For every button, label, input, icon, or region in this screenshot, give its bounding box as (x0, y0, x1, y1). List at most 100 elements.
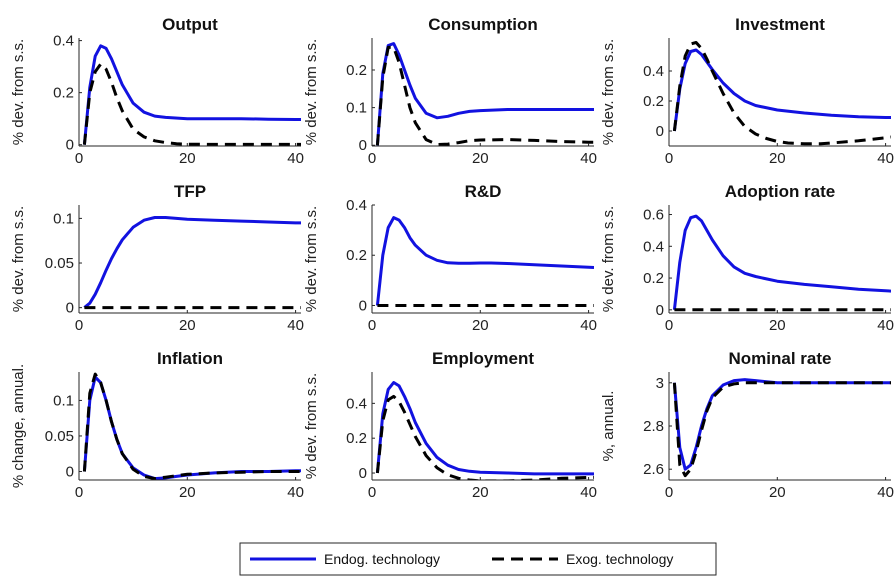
x-tick-label: 20 (472, 484, 489, 501)
series-line-endog (672, 48, 891, 132)
y-tick-label: 0.1 (53, 392, 74, 409)
x-tick-label: 0 (368, 317, 376, 334)
x-tick-label: 20 (769, 150, 786, 167)
y-tick-label: 0.4 (346, 395, 367, 412)
panel-2: Consumption % dev. from s.s. 0 20 40 0 0.1 0.2 (303, 15, 597, 167)
y-tick-label: 0 (656, 123, 664, 140)
panel-title: R&D (465, 182, 502, 201)
series-line-exog (672, 381, 891, 478)
panel-6: Adoption rate % dev. from s.s. 0 20 40 0 0.2 0.… (600, 182, 894, 334)
y-tick-label: 0 (66, 463, 74, 480)
x-tick-label: 20 (472, 150, 489, 167)
y-tick-label: 0 (359, 297, 367, 314)
x-tick-label: 0 (665, 317, 673, 334)
y-tick-label: 0.2 (53, 85, 74, 102)
panel-title: Employment (432, 349, 534, 368)
legend-label-endog: Endog. technology (324, 551, 440, 567)
y-tick-label: 0.05 (45, 255, 74, 272)
x-tick-label: 40 (287, 484, 304, 501)
series-line-endog (672, 214, 891, 310)
y-tick-label: 0.2 (643, 93, 664, 110)
panel-title: Consumption (428, 15, 538, 34)
y-tick-label: 0 (359, 465, 367, 482)
y-tick-label: 0.4 (346, 197, 367, 214)
series-line-endog (83, 216, 301, 309)
y-tick-label: 0.1 (53, 210, 74, 227)
x-tick-label: 0 (75, 150, 83, 167)
x-tick-label: 20 (472, 317, 489, 334)
x-tick-label: 40 (580, 150, 597, 167)
legend-label-exog: Exog. technology (566, 551, 673, 567)
y-tick-label: 0.2 (346, 62, 367, 79)
x-tick-label: 0 (665, 150, 673, 167)
x-tick-label: 40 (877, 150, 894, 167)
x-tick-label: 0 (368, 484, 376, 501)
y-tick-label: 0.4 (643, 238, 664, 255)
x-tick-label: 0 (665, 484, 673, 501)
y-tick-label: 0.2 (643, 270, 664, 287)
series-line-endog (82, 44, 301, 145)
panel-3: Investment % dev. from s.s. 0 20 40 0 0.2 0.4 (600, 15, 894, 167)
x-tick-label: 0 (75, 317, 83, 334)
y-tick-label: 0 (656, 302, 664, 319)
panel-grid: Output % dev. from s.s. 0 20 40 0 0.2 0.4 Consum… (10, 15, 894, 501)
legend-box (239, 542, 717, 576)
series-line-endog (672, 378, 891, 471)
panel-8: Employment % dev. from s.s. 0 20 40 0 0.2 0.4 (303, 349, 597, 501)
series-line-endog (82, 375, 301, 480)
x-tick-label: 40 (287, 150, 304, 167)
panel-5: R&D % dev. from s.s. 0 20 40 0 0.2 0.4 (303, 182, 597, 334)
x-tick-label: 20 (769, 317, 786, 334)
y-axis-label: % dev. from s.s. (600, 39, 617, 145)
series-line-exog (82, 372, 301, 480)
y-axis-label: % dev. from s.s. (303, 39, 320, 145)
legend: Endog. technology Exog. technology (239, 542, 717, 576)
panel-1: Output % dev. from s.s. 0 20 40 0 0.2 0.4 (10, 15, 304, 167)
series-line-exog (672, 41, 891, 146)
y-axis-label: % dev. from s.s. (303, 373, 320, 479)
y-tick-label: 0.4 (53, 33, 74, 50)
panel-title: Investment (735, 15, 825, 34)
panel-9: Nominal rate %, annual. 0 20 40 2.6 2.8 3 (600, 349, 894, 501)
y-tick-label: 0 (66, 137, 74, 154)
panel-title: Output (162, 15, 218, 34)
y-tick-label: 2.6 (643, 461, 664, 478)
y-tick-label: 2.8 (643, 418, 664, 435)
panel-title: TFP (174, 182, 206, 201)
panel-title: Adoption rate (725, 182, 836, 201)
x-tick-label: 0 (368, 150, 376, 167)
x-tick-label: 0 (75, 484, 83, 501)
x-tick-label: 20 (179, 484, 196, 501)
x-tick-label: 40 (580, 484, 597, 501)
x-tick-label: 40 (877, 484, 894, 501)
series-line-endog (375, 381, 594, 476)
y-tick-label: 3 (656, 375, 664, 392)
y-axis-label: %, annual. (600, 391, 617, 462)
series-line-exog (375, 45, 594, 146)
panel-4: TFP % dev. from s.s. 0 20 40 0 0.05 0.1 (10, 182, 304, 334)
x-tick-label: 40 (287, 317, 304, 334)
y-axis-label: % dev. from s.s. (10, 206, 27, 312)
y-tick-label: 0.1 (346, 100, 367, 117)
y-tick-label: 0.2 (346, 247, 367, 264)
x-tick-label: 20 (769, 484, 786, 501)
series-line-endog (375, 42, 594, 146)
series-line-endog (375, 216, 594, 306)
x-tick-label: 20 (179, 150, 196, 167)
series-line-exog (375, 394, 594, 480)
y-tick-label: 0.05 (45, 428, 74, 445)
y-axis-label: % dev. from s.s. (303, 206, 320, 312)
x-tick-label: 40 (580, 317, 597, 334)
x-tick-label: 40 (877, 317, 894, 334)
y-axis-label: % dev. from s.s. (600, 206, 617, 312)
x-tick-label: 20 (179, 317, 196, 334)
y-tick-label: 0.6 (643, 207, 664, 224)
y-tick-label: 0.4 (643, 63, 664, 80)
y-tick-label: 0.2 (346, 430, 367, 447)
series-line-exog (82, 62, 301, 146)
y-axis-label: % dev. from s.s. (10, 39, 27, 145)
y-tick-label: 0 (359, 137, 367, 154)
panel-7: Inflation % change, annual. 0 20 40 0 0.05 0.1 (10, 349, 304, 501)
panel-title: Inflation (157, 349, 223, 368)
